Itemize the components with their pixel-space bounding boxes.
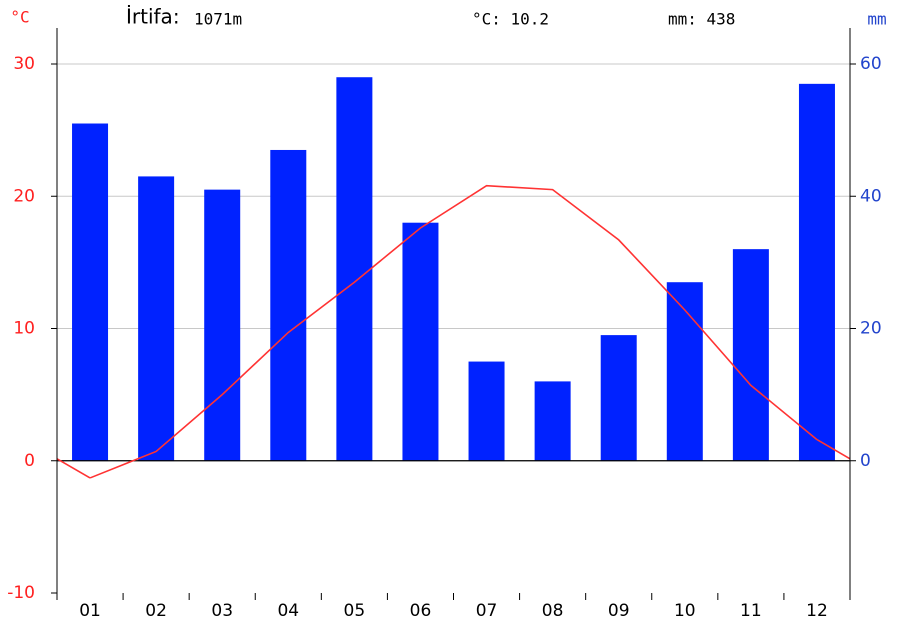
bar bbox=[534, 381, 571, 461]
x-tick-label: 06 bbox=[410, 601, 432, 621]
y2-tick-label: 20 bbox=[860, 319, 882, 339]
temp-mean: °C: 10.2 bbox=[472, 10, 549, 29]
x-tick-label: 05 bbox=[344, 601, 366, 621]
bar bbox=[138, 176, 175, 461]
x-tick-label: 10 bbox=[674, 601, 696, 621]
temperature-line bbox=[89, 184, 818, 479]
bar bbox=[732, 249, 769, 461]
bar bbox=[72, 123, 109, 461]
x-tick-label: 07 bbox=[476, 601, 498, 621]
bar bbox=[336, 77, 373, 461]
y2-tick-label: 60 bbox=[860, 54, 882, 74]
x-tick-label: 11 bbox=[740, 601, 762, 621]
y-tick-label: 30 bbox=[13, 54, 35, 74]
y-tick-label: 20 bbox=[13, 186, 35, 206]
bar bbox=[468, 361, 505, 461]
line-edge bbox=[56, 458, 91, 479]
bar bbox=[600, 335, 637, 461]
y-tick-label: -10 bbox=[7, 583, 35, 603]
y-unit: °C bbox=[10, 8, 29, 27]
precip-total: mm: 438 bbox=[668, 10, 735, 29]
bar bbox=[798, 83, 835, 461]
x-tick-label: 08 bbox=[542, 601, 564, 621]
altitude-label: İrtifa: bbox=[126, 5, 180, 29]
y2-tick-label: 40 bbox=[860, 186, 882, 206]
x-tick-label: 01 bbox=[79, 601, 101, 621]
bar bbox=[204, 189, 241, 461]
bar bbox=[402, 222, 439, 461]
x-tick-label: 02 bbox=[145, 601, 167, 621]
x-tick-label: 03 bbox=[211, 601, 233, 621]
x-tick-label: 04 bbox=[277, 601, 299, 621]
altitude: 1071m bbox=[194, 10, 242, 29]
y-tick-label: 10 bbox=[13, 319, 35, 339]
bar bbox=[270, 149, 307, 461]
x-tick-label: 09 bbox=[608, 601, 630, 621]
y2-tick-label: 0 bbox=[860, 451, 871, 471]
bar bbox=[666, 282, 703, 461]
y2-unit: mm bbox=[867, 10, 886, 29]
y-tick-label: 0 bbox=[24, 451, 35, 471]
x-tick-label: 12 bbox=[806, 601, 828, 621]
line-edge bbox=[816, 438, 851, 460]
